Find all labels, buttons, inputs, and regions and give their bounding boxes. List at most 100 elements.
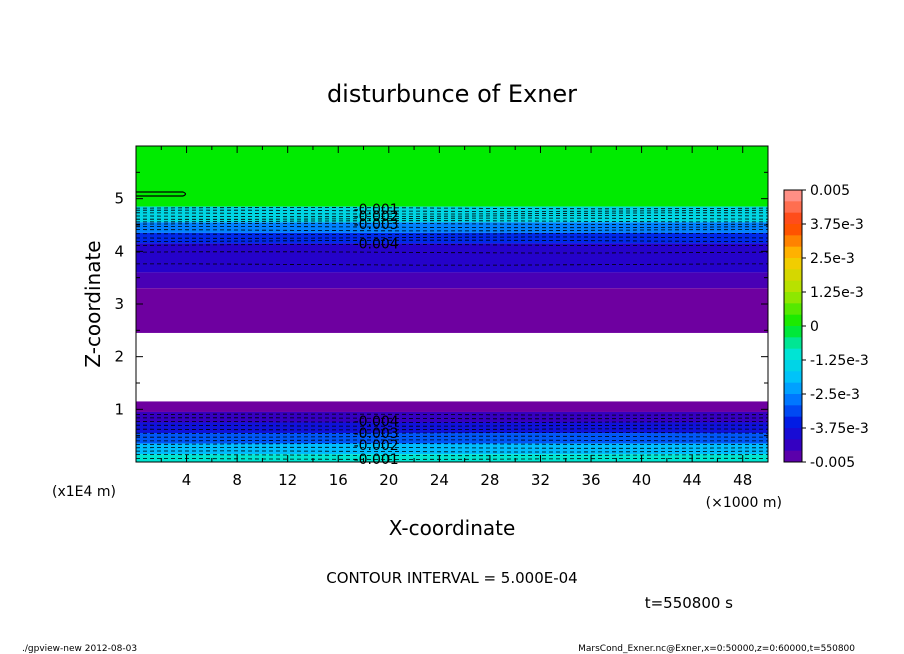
heatmap-band	[136, 288, 768, 333]
colorbar-cell	[784, 235, 802, 248]
heatmap-band	[136, 454, 768, 462]
colorbar-cell	[784, 190, 802, 202]
contour-label: -0.003	[354, 426, 399, 442]
contour-line-upper	[136, 220, 768, 223]
x-tick-label: 40	[632, 471, 651, 489]
colorbar-cell	[784, 314, 802, 327]
colorbar-label: 0	[810, 319, 819, 335]
x-tick-label: 12	[278, 471, 297, 489]
colorbar-cell	[784, 280, 802, 293]
contour-line-upper	[136, 263, 768, 266]
footer-right: MarsCond_Exner.nc@Exner,x=0:50000,z=0:60…	[578, 644, 855, 654]
contour-line-lower	[135, 413, 769, 416]
x-tick-label: 8	[232, 471, 242, 489]
colorbar-cell	[784, 382, 802, 395]
contour-line-upper	[135, 222, 769, 225]
contour-label: -0.002	[354, 438, 399, 454]
colorbar-labels: 0.005 3.75e-3 2.5e-3 1.25e-3 0 -1.25e-3 -2.5e-…	[802, 183, 869, 471]
colorbar-cell	[784, 394, 802, 406]
heatmap-band	[136, 232, 768, 244]
contour-line-upper	[136, 217, 769, 220]
colorbar-label: 3.75e-3	[810, 217, 864, 233]
x-tick-label: 44	[683, 471, 702, 489]
heatmap-band	[136, 332, 768, 402]
y-tick-label: 2	[114, 348, 124, 366]
colorbar-cell	[784, 303, 802, 316]
contour-line-lower	[136, 450, 769, 453]
colorbar-label: 2.5e-3	[810, 251, 855, 267]
x-scale-note: (×1000 m)	[706, 495, 782, 511]
contour-line-upper	[136, 236, 769, 239]
colorbar-label: -0.005	[810, 455, 855, 471]
heatmap-band	[136, 243, 768, 273]
contour-line-lower	[135, 432, 768, 434]
contour-line-upper	[135, 229, 768, 232]
contour-line-lower	[136, 428, 769, 431]
colorbar-label: -2.5e-3	[810, 387, 860, 403]
x-tick-label: 48	[733, 471, 752, 489]
contour-line-lower	[135, 446, 768, 449]
contour-line-upper	[135, 212, 768, 215]
colorbar-cell	[784, 371, 802, 384]
heatmap-band	[136, 411, 768, 423]
contour-interval-note: CONTOUR INTERVAL = 5.000E-04	[326, 569, 577, 587]
contour-line-lower	[136, 439, 768, 442]
time-note: t=550800 s	[645, 594, 733, 612]
contour-line-lower	[136, 443, 769, 445]
y-tick-label: 5	[114, 190, 124, 208]
contour-line-upper	[135, 226, 769, 229]
contour-label: -0.001	[354, 202, 399, 218]
contour-line-lower	[136, 417, 769, 420]
contour-line-upper	[136, 239, 768, 242]
contour-line-small-loop	[136, 191, 187, 197]
colorbar-cell	[784, 269, 802, 282]
colorbar	[783, 189, 803, 463]
colorbar-cell	[784, 258, 802, 270]
colorbar-cell	[784, 439, 802, 452]
contour-line-lower	[136, 457, 768, 460]
footer-left: ./gpview-new 2012-08-03	[22, 644, 137, 654]
contour-label: -0.001	[354, 452, 399, 468]
colorbar-cell	[784, 405, 802, 418]
colorbar-cell	[784, 292, 802, 304]
plot-area	[136, 146, 768, 462]
x-tick-label: 32	[531, 471, 550, 489]
heatmap-band	[136, 206, 768, 223]
colorbar-cell	[784, 337, 802, 350]
y-axis-label: Z-coordinate	[81, 240, 105, 367]
colorbar-cell	[784, 201, 802, 214]
contour-line-upper	[135, 244, 768, 246]
contour-label: -0.002	[354, 209, 399, 225]
contour-label: -0.003	[354, 217, 399, 233]
y-tick-label: 1	[114, 400, 124, 418]
x-tick-label: 20	[379, 471, 398, 489]
x-tick-label: 28	[480, 471, 499, 489]
colorbar-cell	[784, 326, 802, 338]
contour-line-upper	[135, 232, 769, 235]
contour-line-upper	[136, 209, 769, 212]
contour-line-lower	[136, 454, 768, 457]
contour-lines	[135, 191, 769, 460]
colorbar-cell	[784, 428, 802, 440]
colorbar-label: 1.25e-3	[810, 285, 864, 301]
heatmap-band	[136, 272, 768, 289]
x-axis-ticks: 4 8 12 16 20 24 28 32 36 40 44 48	[160, 146, 752, 489]
heatmap-band	[136, 433, 768, 444]
chart-title: disturbunce of Exner	[327, 80, 577, 108]
contour-line-lower	[135, 421, 768, 423]
colorbar-cell	[784, 416, 802, 429]
colorbar-label: -3.75e-3	[810, 421, 869, 437]
contour-line-lower	[136, 435, 769, 438]
y-scale-note: (x1E4 m)	[52, 484, 116, 500]
y-tick-label: 4	[114, 242, 124, 260]
colorbar-cell	[784, 246, 802, 259]
heatmap-band	[136, 146, 768, 207]
contour-line-upper	[136, 215, 769, 218]
x-tick-label: 24	[430, 471, 449, 489]
contour-label: -0.004	[354, 236, 399, 252]
heatmap-band	[136, 422, 768, 434]
x-tick-label: 4	[182, 471, 192, 489]
x-tick-label: 16	[329, 471, 348, 489]
